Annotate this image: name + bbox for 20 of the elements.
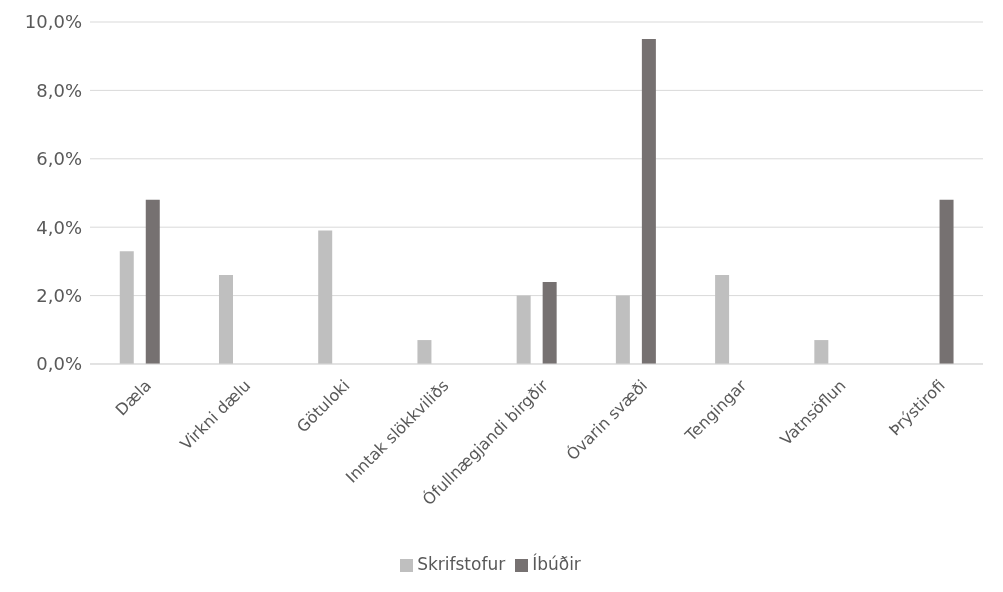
y-tick-label: 2,0% [36,284,82,306]
legend-label: Skrifstofur [417,554,506,574]
bar [218,275,233,364]
bar [516,295,531,364]
bar [318,230,333,364]
bar [939,199,954,364]
y-tick-label: 8,0% [36,79,82,101]
bar [715,275,730,364]
y-tick-label: 10,0% [24,11,82,33]
bar [641,39,656,364]
bar [814,340,829,364]
y-tick-label: 4,0% [36,216,82,238]
bar [615,295,630,364]
bar [119,251,134,364]
legend-label: Íbúðir [532,554,581,574]
bar [417,340,432,364]
y-tick-label: 0,0% [36,353,82,375]
bar [145,199,160,364]
y-tick-label: 6,0% [36,148,82,170]
bar [542,281,557,364]
